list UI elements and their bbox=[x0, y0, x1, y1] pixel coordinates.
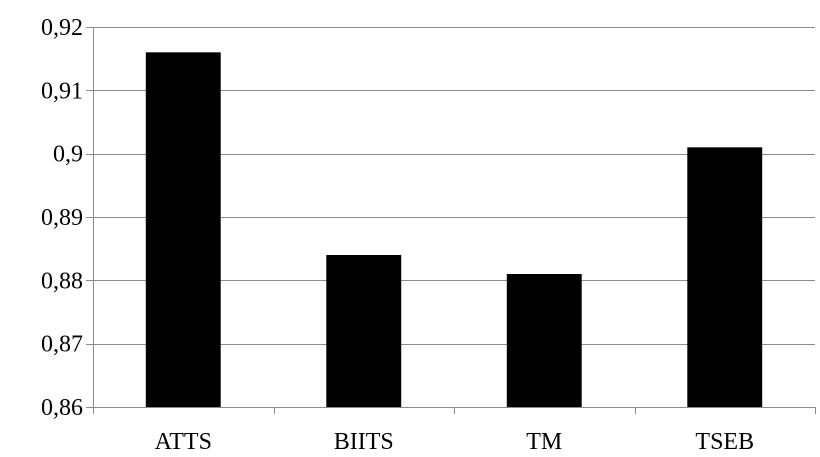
bars bbox=[145, 52, 763, 408]
x-tick-labels: ATTS BIITS TM TSEB bbox=[155, 429, 755, 455]
y-tick-label: 0,86 bbox=[41, 395, 83, 421]
bar-biits bbox=[326, 255, 402, 407]
y-tick-label: 0,88 bbox=[41, 268, 83, 294]
y-tick-label: 0,89 bbox=[41, 205, 83, 231]
bar-atts bbox=[145, 52, 221, 407]
axes bbox=[86, 27, 816, 414]
y-tick-labels: 0,86 0,87 0,88 0,89 0,9 0,91 0,92 bbox=[41, 15, 83, 421]
y-tick-label: 0,87 bbox=[41, 332, 83, 358]
bar-tseb bbox=[687, 147, 763, 408]
x-tick-label: BIITS bbox=[334, 429, 394, 455]
y-tick-label: 0,91 bbox=[41, 78, 83, 104]
x-tick-label: ATTS bbox=[155, 429, 212, 455]
bar-tm bbox=[506, 274, 582, 407]
x-tick-label: TM bbox=[526, 429, 562, 455]
y-tick-label: 0,92 bbox=[41, 15, 83, 41]
x-tick-label: TSEB bbox=[695, 429, 754, 455]
y-tick-label: 0,9 bbox=[53, 142, 83, 168]
